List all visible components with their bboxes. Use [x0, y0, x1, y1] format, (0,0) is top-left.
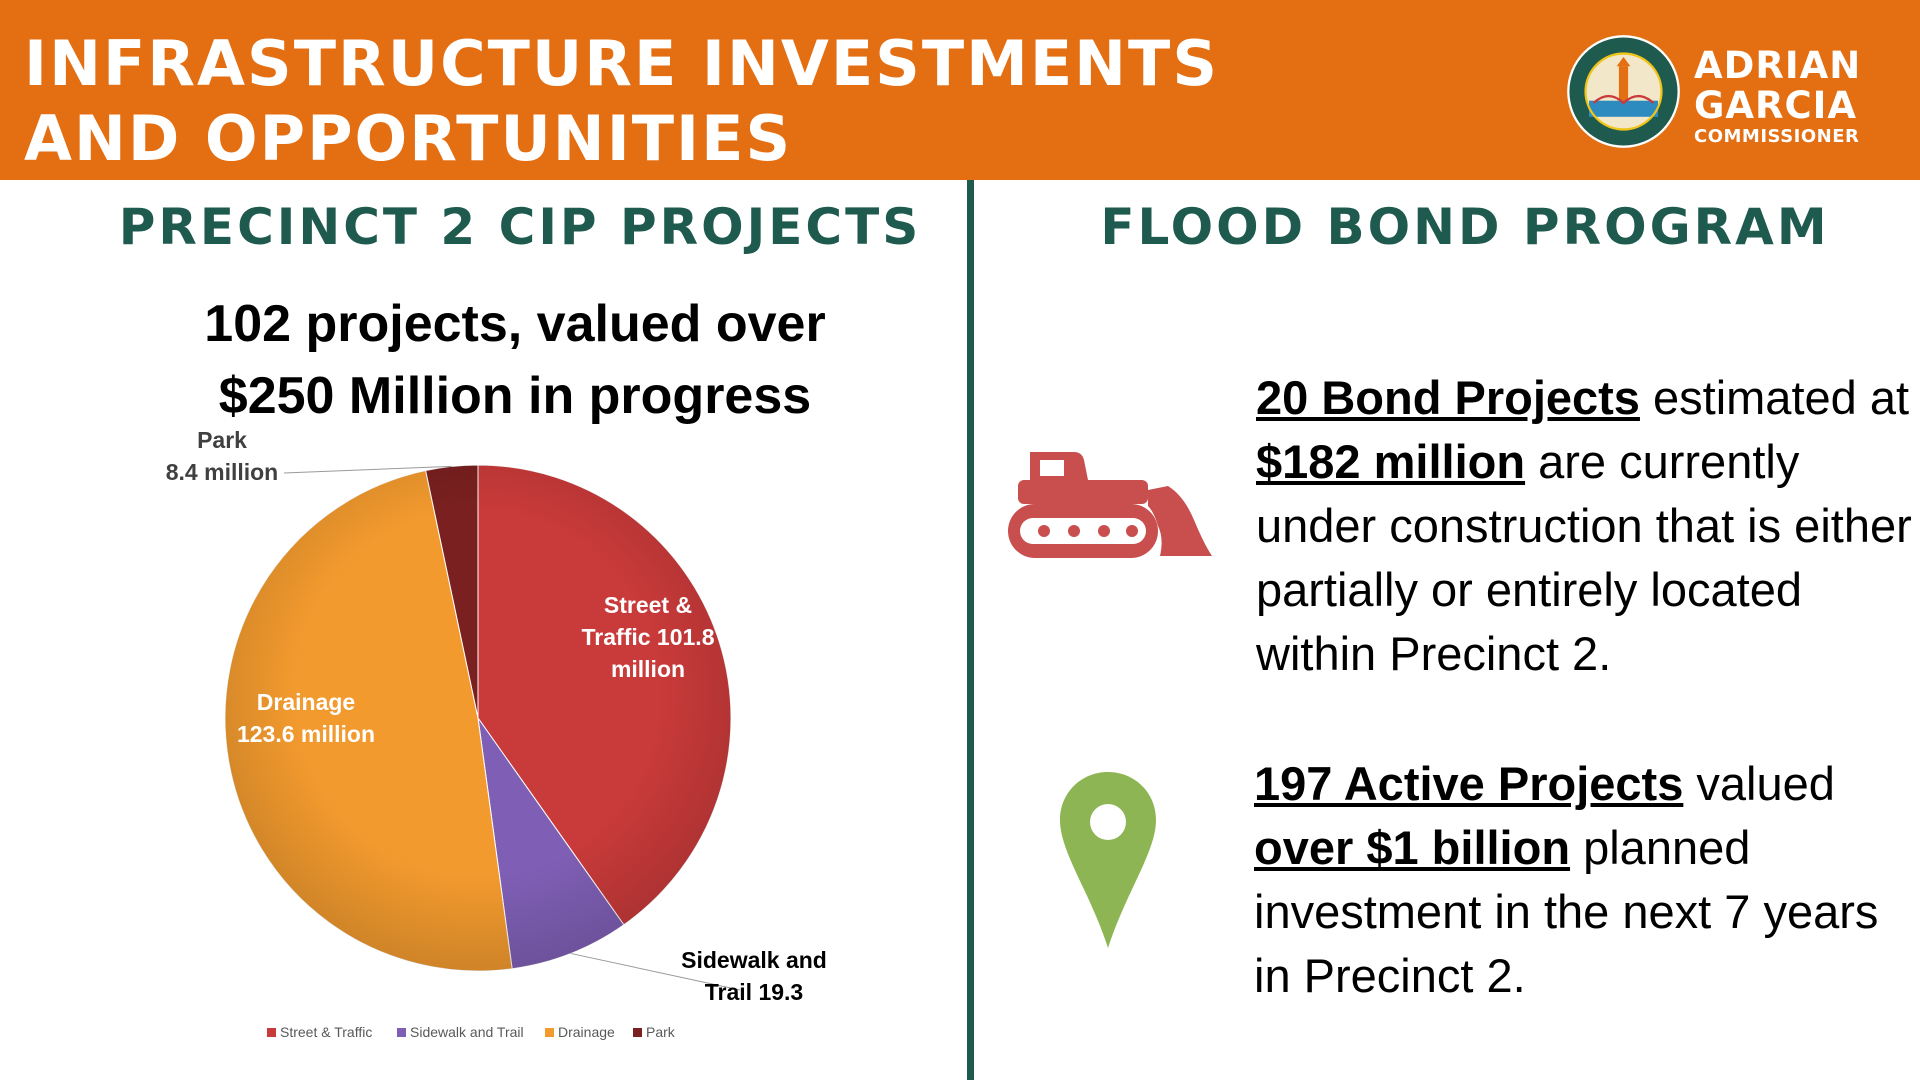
brand-last-name: GARCIA — [1694, 84, 1858, 127]
bond-projects-count: 20 Bond Projects — [1256, 371, 1640, 424]
bond-projects-text: 20 Bond Projects estimated at $182 milli… — [1256, 366, 1916, 686]
legend-swatch-street-traffic — [267, 1028, 276, 1037]
bond-text-part2: are currently under construction that is… — [1256, 435, 1912, 680]
cip-section-title: PRECINCT 2 CIP PROJECTS — [118, 198, 922, 256]
legend-label-park: Park — [646, 1024, 676, 1040]
cip-headline-line1: 102 projects, valued over — [204, 295, 826, 353]
data-label-street-traffic: Street & Traffic 101.8 million — [582, 592, 715, 682]
county-seal-icon — [1567, 35, 1680, 148]
legend-item-street-traffic: Street & Traffic — [267, 1024, 372, 1040]
bond-amount: $182 million — [1256, 435, 1526, 488]
data-label-drainage: Drainage 123.6 million — [237, 689, 375, 747]
legend-item-sidewalk-and-trail: Sidewalk and Trail — [397, 1024, 524, 1040]
data-label-park: Park 8.4 million — [166, 427, 278, 485]
brand-first-name: ADRIAN — [1694, 44, 1862, 87]
active-projects-count: 197 Active Projects — [1254, 757, 1684, 810]
active-amount: over $1 billion — [1254, 821, 1571, 874]
legend-label-drainage: Drainage — [558, 1024, 615, 1040]
data-label-sidewalk-and-trail: Sidewalk and Trail 19.3 — [681, 947, 827, 1005]
header-bar: INFRASTRUCTURE INVESTMENTS AND OPPORTUNI… — [0, 0, 1920, 180]
leader-line-park — [283, 465, 452, 474]
brand-role: COMMISSIONER — [1694, 126, 1860, 147]
active-projects-text: 197 Active Projects valued over $1 billi… — [1254, 752, 1914, 1008]
cip-headline-line2: $250 Million in progress — [218, 367, 812, 425]
active-text-part1: valued — [1683, 757, 1835, 810]
legend-swatch-drainage — [545, 1028, 554, 1037]
legend-swatch-park — [633, 1028, 642, 1037]
bond-text-part1: estimated at — [1639, 371, 1910, 424]
cip-pie-chart: Street & Traffic 101.8 million Sidewalk and… — [166, 427, 827, 1040]
bulldozer-icon — [1008, 452, 1212, 558]
leader-line-sidewalk-and-trail — [570, 952, 741, 991]
legend-label-street-traffic: Street & Traffic — [280, 1024, 372, 1040]
chart-legend: Street & Traffic Sidewalk and Trail Draina… — [267, 1024, 676, 1040]
pie-shading — [225, 465, 731, 971]
pie-leader-lines — [283, 465, 741, 991]
legend-label-sidewalk-and-trail: Sidewalk and Trail — [410, 1024, 524, 1040]
flood-bond-section-title: FLOOD BOND PROGRAM — [1100, 198, 1830, 256]
legend-item-drainage: Drainage — [545, 1024, 615, 1040]
pie-data-labels: Street & Traffic 101.8 million Sidewalk and… — [166, 427, 827, 1005]
column-divider — [967, 180, 974, 1080]
commissioner-brand: ADRIAN GARCIA COMMISSIONER — [1694, 46, 1861, 148]
active-text-part2: planned investment in the next 7 years i… — [1254, 821, 1879, 1002]
location-pin-icon — [1060, 772, 1156, 948]
cip-headline: 102 projects, valued over $250 Million i… — [100, 288, 930, 432]
legend-swatch-sidewalk-and-trail — [397, 1028, 406, 1037]
legend-item-park: Park — [633, 1024, 676, 1040]
page-title: INFRASTRUCTURE INVESTMENTS AND OPPORTUNI… — [24, 27, 1220, 175]
